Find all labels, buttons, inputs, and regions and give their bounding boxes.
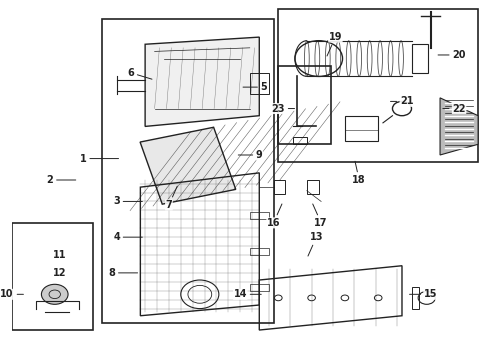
Text: 10: 10 bbox=[0, 289, 23, 299]
Text: 18: 18 bbox=[352, 161, 365, 185]
Bar bbox=[411, 287, 418, 309]
Bar bbox=[278, 66, 330, 144]
Text: 22: 22 bbox=[442, 104, 465, 113]
Text: 8: 8 bbox=[108, 268, 137, 278]
Text: 20: 20 bbox=[437, 50, 465, 60]
Text: 14: 14 bbox=[233, 289, 261, 299]
Bar bbox=[102, 19, 273, 323]
Text: 3: 3 bbox=[113, 197, 142, 206]
Bar bbox=[278, 9, 477, 162]
Text: 16: 16 bbox=[266, 204, 282, 228]
Text: 17: 17 bbox=[312, 204, 327, 228]
Bar bbox=[306, 180, 318, 194]
Text: 15: 15 bbox=[408, 289, 436, 299]
Bar bbox=[411, 44, 427, 73]
Text: 12: 12 bbox=[53, 268, 66, 278]
Circle shape bbox=[41, 284, 68, 304]
Text: 5: 5 bbox=[243, 82, 267, 92]
Text: 21: 21 bbox=[390, 96, 413, 107]
Polygon shape bbox=[140, 127, 235, 204]
Text: 23: 23 bbox=[271, 104, 294, 113]
Bar bbox=[273, 180, 285, 194]
Text: 19: 19 bbox=[326, 32, 342, 56]
Text: 4: 4 bbox=[113, 232, 142, 242]
Text: 13: 13 bbox=[307, 232, 323, 256]
Bar bbox=[344, 116, 377, 141]
Text: 11: 11 bbox=[53, 250, 66, 260]
Bar bbox=[292, 137, 306, 144]
Text: 2: 2 bbox=[46, 175, 76, 185]
Bar bbox=[12, 223, 93, 330]
Text: 9: 9 bbox=[238, 150, 262, 160]
Text: 7: 7 bbox=[165, 186, 177, 210]
Bar bbox=[249, 248, 268, 255]
Text: 1: 1 bbox=[80, 154, 118, 163]
Text: 6: 6 bbox=[127, 68, 152, 79]
Bar bbox=[249, 212, 268, 219]
Polygon shape bbox=[439, 98, 477, 155]
Polygon shape bbox=[145, 37, 259, 126]
Bar bbox=[249, 73, 268, 94]
Bar bbox=[249, 284, 268, 291]
